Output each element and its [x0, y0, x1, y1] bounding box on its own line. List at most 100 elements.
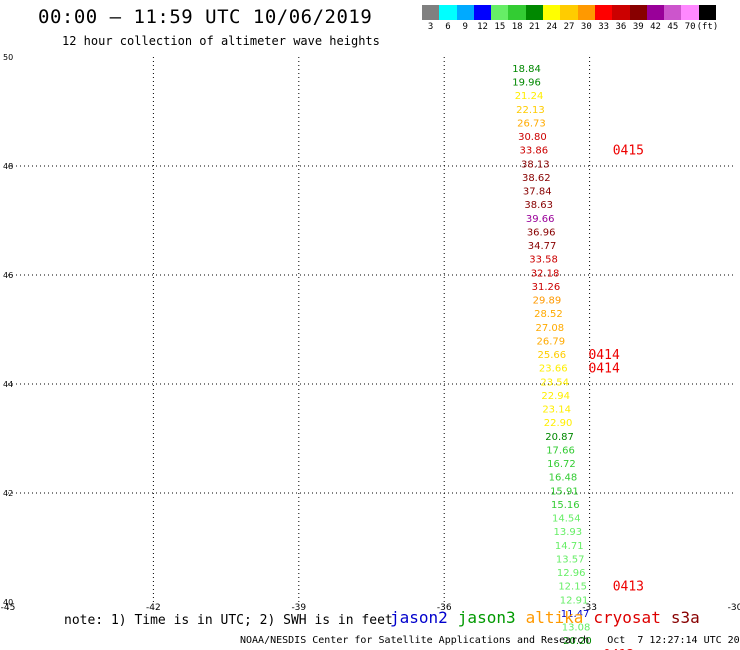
chart-subtitle: 12 hour collection of altimeter wave hei… [62, 34, 380, 48]
swh-value: 21.24 [515, 91, 544, 102]
legend-entry: s3a [670, 608, 700, 627]
color-swatch [664, 5, 682, 20]
swh-value: 28.52 [534, 309, 563, 320]
swh-value: 27.08 [536, 323, 565, 334]
swh-value: 23.14 [542, 405, 571, 416]
color-swatch [508, 5, 526, 20]
color-swatch [681, 5, 699, 20]
swh-value: 33.86 [520, 146, 549, 157]
swh-value: 17.66 [546, 445, 575, 456]
color-scale-label: 36 [615, 22, 627, 32]
color-swatch [560, 5, 578, 20]
swh-value: 22.94 [541, 391, 570, 402]
swh-value: 33.58 [529, 255, 558, 266]
color-swatch [422, 5, 440, 20]
legend-entry: cryosat [593, 608, 661, 627]
color-scale-label: 30 [580, 22, 592, 32]
color-swatch [525, 5, 544, 20]
swh-value: 26.79 [537, 336, 566, 347]
color-swatch [439, 5, 457, 20]
swh-value: 13.93 [553, 527, 582, 538]
swh-value: 37.84 [523, 187, 552, 198]
color-scale-label: 12 [477, 22, 488, 32]
swh-value: 20.87 [545, 432, 574, 443]
color-scale-label: (ft) [696, 22, 719, 32]
x-tick-label: -39 [291, 603, 306, 613]
x-tick-label: -30 [728, 603, 740, 613]
swh-value: 25.66 [537, 350, 566, 361]
color-swatch [629, 5, 647, 20]
color-scale-label: 45 [667, 22, 679, 32]
color-swatch [543, 5, 561, 20]
swh-value: 15.91 [550, 486, 579, 497]
time-label: 0415 [613, 144, 644, 159]
chart-title: 00:00 — 11:59 UTC 10/06/2019 [38, 6, 373, 28]
swh-value: 26.73 [517, 118, 546, 129]
swh-value: 22.90 [544, 418, 573, 429]
y-tick-label: 42 [3, 489, 13, 498]
swh-value: 22.13 [516, 105, 545, 116]
x-tick-label: -33 [582, 603, 597, 613]
legend-entry: altika [525, 608, 584, 627]
color-swatch [646, 5, 665, 20]
color-swatch [491, 5, 509, 20]
color-swatch [698, 5, 717, 20]
swh-value: 20.20 [563, 636, 592, 647]
satellite-legend: jason2 jason3 altika cryosat s3a [390, 608, 710, 627]
legend-entry: jason3 [457, 608, 516, 627]
swh-value: 16.72 [547, 459, 576, 470]
time-label: 0414 [588, 362, 619, 377]
swh-value: 30.80 [518, 132, 547, 143]
color-scale-label: 3 [427, 22, 434, 32]
swh-value: 14.54 [552, 514, 581, 525]
color-scale-label: 6 [445, 22, 451, 32]
swh-value: 38.63 [524, 200, 553, 211]
color-scale-label: 39 [632, 22, 644, 32]
x-tick-label: -36 [437, 603, 452, 613]
swh-value: 11.47 [561, 609, 590, 620]
color-scale-label: 70 [684, 22, 696, 32]
swh-value: 32.18 [531, 268, 560, 279]
swh-value: 12.91 [560, 595, 589, 606]
swh-value: 16.48 [549, 473, 578, 484]
swh-value: 23.66 [539, 364, 568, 375]
time-label: 0413 [613, 580, 644, 595]
color-swatch [594, 5, 613, 20]
swh-value: 39.66 [526, 214, 555, 225]
swh-value: 38.62 [522, 173, 551, 184]
swh-value: 14.71 [555, 541, 584, 552]
swh-value: 18.84 [512, 64, 541, 75]
x-tick-label: -45 [1, 603, 16, 613]
color-scale-label: 18 [511, 22, 523, 32]
swh-value: 12.96 [557, 568, 586, 579]
swh-value: 13.08 [562, 623, 591, 634]
y-tick-label: 40 [3, 598, 13, 607]
y-tick-label: 48 [3, 162, 13, 171]
color-swatch [577, 5, 595, 20]
swh-value: 29.89 [533, 296, 562, 307]
swh-value: 34.77 [528, 241, 557, 252]
swh-value: 15.16 [551, 500, 580, 511]
color-scale-label: 21 [529, 22, 540, 32]
swh-value: 13.57 [556, 554, 585, 565]
x-tick-label: -42 [146, 603, 161, 613]
swh-value: 31.26 [532, 282, 561, 293]
legend-entry: jason2 [390, 608, 448, 627]
color-scale-label: 15 [494, 22, 506, 32]
color-scale-label: 9 [462, 22, 468, 32]
color-scale-bar [422, 5, 717, 20]
color-scale-label: 27 [563, 22, 575, 32]
swh-value: 38.13 [521, 159, 550, 170]
time-label: 0414 [588, 348, 619, 363]
swh-value: 36.96 [527, 227, 556, 238]
color-scale-label: 24 [546, 22, 558, 32]
color-swatch [473, 5, 492, 20]
color-swatch [456, 5, 474, 20]
y-tick-label: 46 [3, 271, 13, 280]
credit-line: NOAA/NESDIS Center for Satellite Applica… [240, 635, 740, 646]
swh-value: 19.96 [512, 78, 541, 89]
color-scale-label: 33 [598, 22, 610, 32]
footer-note: note: 1) Time is in UTC; 2) SWH is in fe… [64, 613, 393, 628]
color-swatch [612, 5, 630, 20]
